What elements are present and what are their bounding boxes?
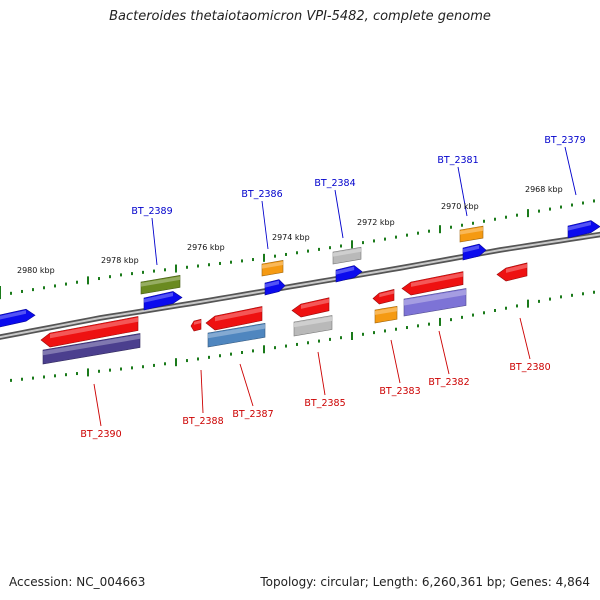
gene-locus-text: BT_2388	[182, 416, 223, 427]
gene-reverse-7-highlight	[379, 290, 394, 298]
gene-bt-2385-reverse-highlight	[301, 298, 329, 309]
gene-locus-text: BT_2386	[241, 189, 282, 200]
gene-label-bt-2389: BT_2389	[131, 206, 173, 266]
gene-label-bt-2381: BT_2381	[437, 155, 479, 217]
map-title: Bacteroides thetaiotaomicron VPI-5482, c…	[109, 9, 491, 24]
gene-bt-2380-reverse	[496, 262, 528, 282]
gene-bt-2382-reverse	[401, 271, 464, 296]
gene-bt-2385-reverse	[291, 297, 330, 318]
gene-reverse-1-highlight	[43, 334, 140, 356]
gene-label-bt-2390: BT_2390	[80, 383, 122, 440]
gene-reverse-6	[293, 315, 333, 337]
scale-label: 2970 kbp	[441, 202, 479, 211]
gene-reverse-7	[372, 289, 395, 305]
gene-bt-2388-reverse	[190, 318, 202, 332]
scale-label: 2976 kbp	[187, 243, 225, 252]
gene-locus-text: BT_2390	[80, 429, 121, 440]
gene-bt-2381-forward-highlight	[460, 227, 483, 235]
leader-line	[519, 317, 531, 360]
gene-label-bt-2385: BT_2385	[304, 351, 346, 409]
gene-locus-text: BT_2383	[379, 386, 420, 397]
gene-forward-0-highlight	[0, 310, 26, 320]
gene-reverse-4	[207, 322, 266, 348]
gene-bt-2380-reverse-highlight	[506, 263, 527, 273]
gene-bt-2379-forward-highlight	[568, 221, 591, 231]
gene-bt-2386-forward	[261, 260, 284, 277]
gene-label-bt-2380: BT_2380	[509, 317, 551, 373]
gene-forward-8	[462, 243, 487, 261]
genome-backbone	[0, 231, 600, 340]
leader-line	[390, 339, 401, 384]
gene-locus-text: BT_2382	[428, 377, 469, 388]
gene-locus-text: BT_2384	[314, 178, 355, 189]
gene-forward-4-highlight	[265, 280, 279, 288]
gene-locus-text: BT_2381	[437, 155, 478, 166]
leader-line	[239, 363, 254, 407]
scale-label: 2972 kbp	[357, 218, 395, 227]
gene-bt-2388-reverse-highlight	[194, 320, 201, 325]
leader-line	[200, 369, 204, 414]
scale-label: 2974 kbp	[272, 233, 310, 242]
gene-reverse-10-highlight	[404, 289, 466, 306]
gene-locus-text: BT_2379	[544, 135, 585, 146]
scale-labels: 2980 kbp 2978 kbp 2976 kbp 2974 kbp 2972 kbp…	[17, 185, 563, 275]
leader-line	[457, 166, 468, 217]
leader-line	[151, 217, 158, 266]
gene-label-bt-2382: BT_2382	[428, 330, 470, 388]
gene-forward-2	[143, 291, 183, 311]
genome-summary: Topology: circular; Length: 6,260,361 bp…	[260, 575, 590, 589]
gene-forward-0	[0, 308, 36, 328]
scale-label: 2980 kbp	[17, 266, 55, 275]
leader-line	[317, 351, 326, 396]
gene-locus-text: BT_2385	[304, 398, 345, 409]
gene-bt-2381-forward	[459, 225, 484, 243]
gene-reverse-6-highlight	[294, 316, 332, 328]
gene-locus-text: BT_2387	[232, 409, 273, 420]
gene-bt-2379-forward-body	[567, 220, 600, 239]
leader-line	[564, 146, 577, 196]
gene-label-bt-2386: BT_2386	[241, 189, 283, 250]
scale-ticks	[0, 199, 595, 382]
accession-label: Accession: NC_004663	[9, 575, 146, 589]
gene-labels: BT_2389 BT_2386 BT_2384 BT_2381 BT_2379 BT_23…	[80, 135, 585, 440]
gene-locus-text: BT_2389	[131, 206, 172, 217]
scale-label: 2978 kbp	[101, 256, 139, 265]
gene-forward-4	[264, 279, 286, 296]
gene-bt-2384-forward-highlight	[333, 248, 361, 257]
scale-label: 2968 kbp	[525, 185, 563, 194]
leader-line	[261, 200, 269, 250]
gene-bt-2387-reverse-highlight	[215, 307, 262, 322]
gene-bt-2390-reverse	[40, 316, 139, 348]
leader-line	[438, 330, 450, 375]
gene-forward-8-highlight	[463, 245, 480, 253]
leader-line	[93, 383, 102, 427]
gene-label-bt-2383: BT_2383	[379, 339, 421, 397]
gene-reverse-4-highlight	[208, 324, 265, 339]
gene-bt-2384-forward	[332, 246, 362, 265]
gene-bt-2389-forward	[140, 275, 181, 295]
backbone-highlight	[0, 233, 600, 339]
gene-reverse-1	[42, 333, 141, 365]
gene-forward-6-highlight	[336, 266, 355, 275]
gene-bt-2379-forward	[567, 220, 600, 239]
leader-line	[334, 189, 344, 239]
gene-bt-2382-reverse-highlight	[411, 272, 463, 287]
gene-bt-2387-reverse	[205, 306, 263, 331]
gene-bt-2383-reverse-highlight	[375, 307, 397, 315]
gene-forward-2-highlight	[144, 292, 173, 303]
gene-bt-2389-forward-highlight	[141, 276, 180, 287]
gene-label-bt-2384: BT_2384	[314, 178, 356, 239]
gene-bt-2383-reverse	[374, 305, 398, 324]
gene-bt-2386-forward-highlight	[262, 261, 283, 269]
gene-reverse-10	[403, 288, 467, 317]
gene-forward-6	[335, 265, 363, 283]
gene-forward-0-body	[0, 308, 36, 328]
gene-label-bt-2388: BT_2388	[182, 369, 224, 427]
gene-label-bt-2387: BT_2387	[232, 363, 274, 420]
gene-bt-2390-reverse-highlight	[50, 317, 138, 339]
gene-locus-text: BT_2380	[509, 362, 550, 373]
gene-label-bt-2379: BT_2379	[544, 135, 586, 196]
gene-features	[0, 220, 600, 365]
